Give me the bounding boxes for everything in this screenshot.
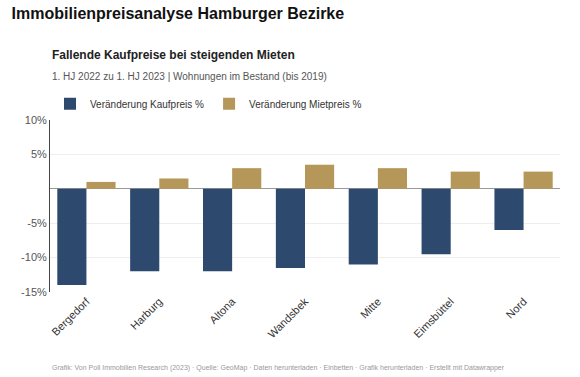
svg-text:Grafik: Von Poll Immobilien Re: Grafik: Von Poll Immobilien Research (20… <box>52 364 505 372</box>
svg-text:-5%: -5% <box>27 217 47 229</box>
svg-text:-15%: -15% <box>21 286 47 298</box>
svg-text:Fallende Kaufpreise bei steige: Fallende Kaufpreise bei steigenden Miete… <box>52 48 295 62</box>
svg-text:Eimsbüttel: Eimsbüttel <box>411 295 456 340</box>
svg-text:Altona: Altona <box>207 295 238 326</box>
svg-text:Harburg: Harburg <box>128 295 165 332</box>
svg-text:Veränderung Mietpreis %: Veränderung Mietpreis % <box>249 99 361 110</box>
svg-text:10%: 10% <box>25 114 47 126</box>
svg-text:-10%: -10% <box>21 251 47 263</box>
svg-text:Immobilienpreisanalyse Hamburg: Immobilienpreisanalyse Hamburger Bezirke <box>12 5 345 22</box>
svg-text:Veränderung Kaufpreis %: Veränderung Kaufpreis % <box>90 99 204 110</box>
svg-text:Wandsbek: Wandsbek <box>265 295 310 340</box>
svg-text:Bergedorf: Bergedorf <box>49 295 92 338</box>
svg-text:5%: 5% <box>31 148 47 160</box>
svg-text:1. HJ 2022 zu 1. HJ 2023 | Woh: 1. HJ 2022 zu 1. HJ 2023 | Wohnungen im … <box>52 71 327 82</box>
svg-text:Mitte: Mitte <box>358 295 383 320</box>
svg-text:Nord: Nord <box>504 295 529 320</box>
